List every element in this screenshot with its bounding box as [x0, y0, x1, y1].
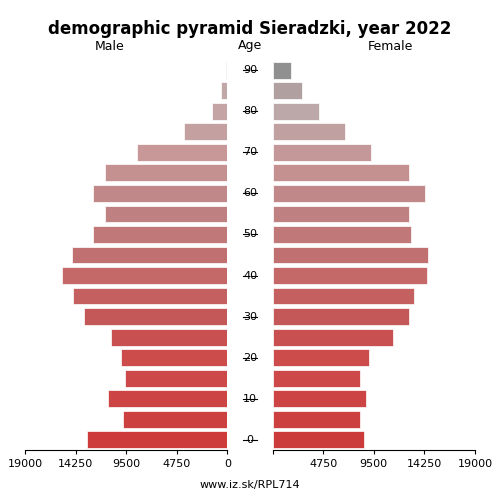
Bar	[93, 185, 228, 202]
Bar	[121, 349, 228, 366]
Bar	[272, 62, 290, 78]
Bar	[272, 411, 360, 428]
Bar	[272, 206, 409, 222]
Text: 70: 70	[243, 148, 257, 158]
Text: 40: 40	[243, 270, 257, 280]
Bar	[272, 246, 428, 264]
Bar	[272, 432, 364, 448]
Text: 90: 90	[243, 66, 257, 76]
Bar	[220, 82, 228, 99]
Bar	[137, 144, 228, 161]
Bar	[73, 288, 228, 304]
Bar	[125, 370, 228, 386]
Bar	[62, 267, 228, 284]
Bar	[93, 226, 228, 243]
Bar	[123, 411, 228, 428]
Text: demographic pyramid Sieradzki, year 2022: demographic pyramid Sieradzki, year 2022	[48, 20, 452, 38]
Bar	[212, 103, 228, 120]
Bar	[272, 370, 360, 386]
Bar	[272, 226, 411, 243]
Text: 30: 30	[243, 312, 257, 322]
Bar	[272, 328, 393, 345]
Bar	[272, 288, 414, 304]
Bar	[272, 82, 302, 99]
Bar	[272, 164, 409, 182]
Bar	[272, 124, 345, 140]
Bar	[112, 328, 228, 345]
Bar	[105, 206, 228, 222]
Text: Male: Male	[95, 40, 125, 52]
Text: 60: 60	[243, 188, 257, 198]
Bar	[272, 267, 427, 284]
Bar	[272, 308, 409, 325]
Bar	[272, 103, 320, 120]
Text: 20: 20	[243, 352, 257, 362]
Bar	[184, 124, 228, 140]
Bar	[84, 308, 228, 325]
Text: Female: Female	[368, 40, 412, 52]
Text: Age: Age	[238, 40, 262, 52]
Bar	[272, 144, 370, 161]
Bar	[105, 164, 228, 182]
Text: 50: 50	[243, 230, 257, 239]
Text: 80: 80	[243, 106, 257, 117]
Bar	[272, 390, 366, 407]
Text: 10: 10	[243, 394, 257, 404]
Bar	[87, 432, 228, 448]
Bar	[226, 62, 228, 78]
Bar	[272, 185, 425, 202]
Bar	[72, 246, 228, 264]
Bar	[272, 349, 370, 366]
Text: www.iz.sk/RPL714: www.iz.sk/RPL714	[200, 480, 300, 490]
Bar	[108, 390, 228, 407]
Text: 0: 0	[246, 434, 254, 444]
